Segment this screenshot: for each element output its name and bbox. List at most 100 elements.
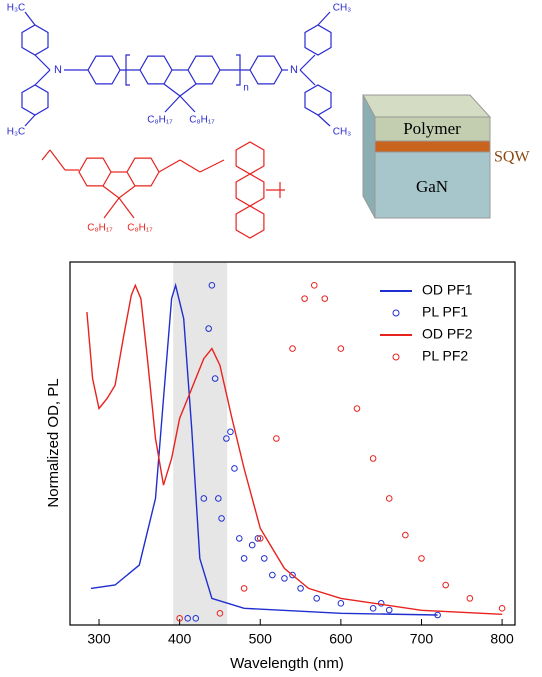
data-point [442,581,449,589]
legend-label: OD PF1 [422,282,473,298]
atom-label: N [290,64,298,76]
legend-marker [392,309,400,317]
atom-label: C₈H₁₇ [87,223,113,234]
ring [235,173,265,207]
ring [126,157,160,187]
ring [304,84,332,116]
legend-label: PL PF2 [422,348,468,364]
x-tick-label: 600 [329,631,353,647]
data-point [254,535,262,542]
bond [317,11,331,26]
data-point [256,535,264,542]
data-point [240,585,248,592]
data-point [310,282,318,289]
bond [163,83,181,97]
atom-label: N [54,64,62,76]
data-point [215,495,222,502]
series-line [90,282,438,616]
plot-frame [69,261,516,626]
bond [24,11,36,26]
chemical-structures: H₃C N H₃C C₈H₁₇ C₈H₁₇ n N CH₃ CH₃ C₈H₁₇ C₈H₁₇ [7,3,352,239]
data-point [353,405,361,412]
series-line [86,283,503,615]
side-face [362,94,376,219]
atom-label: n [243,83,249,94]
data-point [248,541,256,549]
atom-label: H₃C [7,127,26,138]
data-point [223,435,230,442]
data-point [498,605,506,612]
ring [304,24,332,56]
data-point [216,610,224,617]
atom-label: CH₃ [333,3,352,14]
data-point [227,428,234,436]
data-point [385,495,393,502]
sqw-layer [374,140,491,153]
data-point [289,345,296,352]
data-point [313,595,320,602]
ring [139,55,173,85]
layer-label: GaN [416,177,448,196]
x-tick-label: 300 [87,631,111,647]
bond [34,69,51,86]
bond [118,185,136,199]
bond [317,114,331,127]
data-point [176,615,183,622]
x-tick-label: 800 [490,631,514,647]
gan-layer [374,151,491,219]
bond [34,54,51,71]
bond [41,149,51,161]
bracket [125,54,130,86]
ring [187,55,221,85]
bracket [236,54,241,86]
layer-label: SQW [494,149,530,166]
data-point [297,585,304,592]
x-tick-label: 700 [410,631,434,647]
atom-label: H₃C [7,3,26,14]
bond [179,83,197,97]
polymer-layer [374,116,491,142]
bond [49,149,66,171]
data-point [321,295,329,302]
atom-label: C₈H₁₇ [189,115,215,126]
data-point [385,606,393,614]
data-point [466,595,474,602]
bond [199,159,225,173]
ring [249,55,283,85]
data-point [260,555,268,562]
data-point [434,611,441,619]
data-point [192,615,200,622]
atom-label: CH₃ [333,127,352,138]
data-point [281,575,288,582]
data-point [235,535,243,542]
ring [21,84,49,116]
legend-label: PL PF1 [422,304,468,320]
x-axis-title: Wavelength (nm) [230,655,344,672]
data-point [289,571,296,579]
atom-label: C₈H₁₇ [147,115,173,126]
bond [24,114,36,127]
ring [87,55,121,85]
bond [179,95,196,113]
legend-marker [392,353,400,361]
bond [118,197,135,219]
data-point [211,375,219,382]
data-point [184,615,191,622]
data-point [301,295,308,302]
data-point [369,455,377,462]
data-point [208,282,216,289]
highlight-band [173,262,228,625]
bond [102,185,120,199]
atom-label: C₈H₁₇ [127,223,153,234]
ring [235,205,265,239]
data-point [269,571,276,579]
data-point [402,531,409,539]
data-point [337,600,345,607]
device-schematic: Polymer SQW GaN [362,94,530,219]
x-tick-label: 400 [168,631,192,647]
data-point [337,345,345,352]
data-point [231,465,238,472]
legend-label: OD PF2 [422,326,473,342]
ring [235,141,265,175]
